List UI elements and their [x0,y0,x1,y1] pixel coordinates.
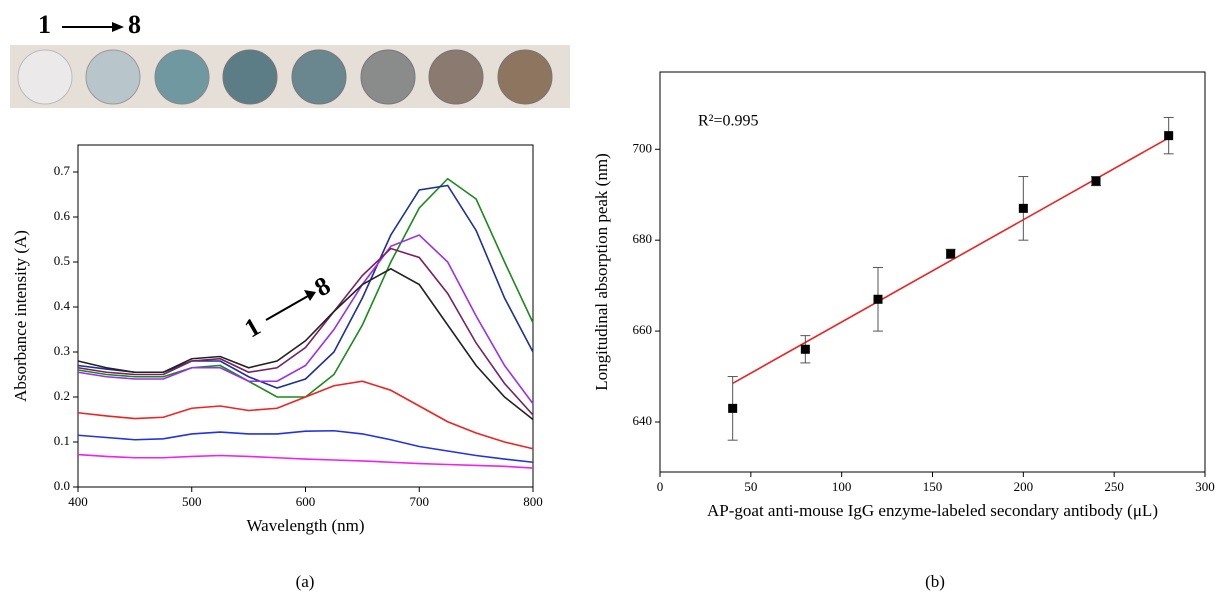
plot-frame [77,144,534,488]
well [85,49,141,105]
y-axis-label: Absorbance intensity (A) [11,230,30,402]
y-tick-label: 0.6 [54,208,71,223]
x-tick-label: 800 [523,494,543,509]
spectrum-line [77,247,534,416]
spectrum-line [77,380,534,450]
y-tick-label: 680 [633,231,653,246]
x-tick-label: 600 [296,494,316,509]
well [154,49,210,105]
caption: (b) [925,572,945,591]
x-tick-label: 250 [1104,479,1124,494]
annotation-end: 8 [309,271,335,303]
well [222,49,278,105]
well [360,49,416,105]
well [428,49,484,105]
x-tick-label: 400 [68,494,88,509]
wells-start: 1 [38,10,51,39]
well [17,49,73,105]
spectrum-line [77,267,534,421]
x-tick-label: 100 [832,479,852,494]
arrow-head [112,22,124,32]
y-tick-label: 0.7 [54,163,71,178]
well [291,49,347,105]
spectrum-line [77,453,534,469]
x-axis-label: AP-goat anti-mouse IgG enzyme-labeled se… [707,501,1158,520]
r-squared: R²=0.995 [698,113,759,130]
y-tick-label: 0.4 [54,298,71,313]
spectrum-line [77,429,534,464]
data-point [946,249,956,259]
annotation-start: 1 [239,312,265,344]
x-tick-label: 50 [744,479,757,494]
x-tick-label: 200 [1014,479,1034,494]
y-tick-label: 0.1 [54,433,70,448]
x-axis-label: Wavelength (nm) [246,516,364,535]
spectrum-line [77,234,534,405]
fit-line [732,137,1170,385]
data-point [800,344,810,354]
data-point [728,403,738,413]
well-strip [10,45,570,108]
well [497,49,553,105]
data-point [1018,203,1028,213]
arrow [265,295,309,321]
arrow-head [304,290,316,301]
caption: (a) [296,572,315,591]
x-tick-label: 500 [182,494,202,509]
data-point [1091,176,1101,186]
x-tick-label: 150 [923,479,943,494]
y-tick-label: 0.3 [54,343,70,358]
plot-frame [659,71,1206,473]
y-tick-label: 0.2 [54,388,70,403]
y-tick-label: 700 [633,140,653,155]
y-tick-label: 0.5 [54,253,70,268]
y-tick-label: 0.0 [54,478,70,493]
y-tick-label: 660 [633,322,653,337]
x-tick-label: 0 [657,479,664,494]
y-axis-label: Longitudinal absorption peak (nm) [592,153,611,390]
data-point [1164,131,1174,141]
data-point [873,294,883,304]
wells-end: 8 [128,10,141,39]
spectrum-line [77,184,534,389]
x-tick-label: 300 [1195,479,1215,494]
x-tick-label: 700 [410,494,430,509]
y-tick-label: 640 [633,413,653,428]
